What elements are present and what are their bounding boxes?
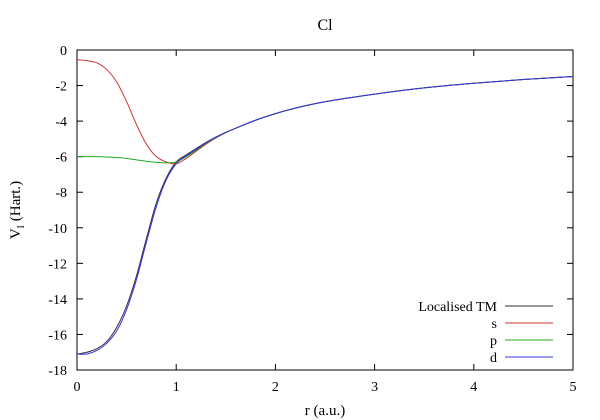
y-tick-label: -16 bbox=[48, 328, 67, 343]
series-line-localised-tm bbox=[76, 75, 574, 355]
series-lines bbox=[76, 59, 574, 355]
y-axis-label-unit: (Hart.) bbox=[8, 181, 24, 221]
x-tick-label: 2 bbox=[272, 380, 279, 395]
y-tick-labels: 0 -2 -4 -6 -8 -10 -12 -14 -16 -18 bbox=[48, 44, 67, 379]
x-tick-label: 0 bbox=[74, 380, 81, 395]
x-tick-label: 4 bbox=[470, 380, 477, 395]
legend: Localised TM spd bbox=[418, 300, 553, 366]
series-line-d bbox=[76, 75, 574, 355]
y-tick-label: -10 bbox=[48, 222, 67, 237]
y-tick-label: 0 bbox=[60, 44, 67, 59]
series-line-s bbox=[76, 59, 574, 165]
series-line-p bbox=[76, 75, 574, 164]
x-tick-labels: 0 1 2 3 4 5 bbox=[74, 380, 577, 395]
y-axis-label-subscript: l bbox=[15, 225, 27, 228]
legend-label: p bbox=[490, 334, 497, 349]
legend-label: d bbox=[490, 351, 497, 366]
y-tick-label: -8 bbox=[55, 186, 67, 201]
chart-title: Cl bbox=[317, 17, 333, 34]
y-axis-label-symbol: V bbox=[8, 228, 24, 239]
x-tick-label: 3 bbox=[371, 380, 378, 395]
x-tick-label: 1 bbox=[173, 380, 180, 395]
y-tick-label: -4 bbox=[55, 115, 67, 130]
legend-label: Localised TM bbox=[418, 300, 497, 315]
y-tick-label: -6 bbox=[55, 151, 67, 166]
y-axis-label: Vl (Hart.) bbox=[8, 181, 27, 239]
x-axis-label: r (a.u.) bbox=[305, 403, 345, 419]
x-tick-label: 5 bbox=[570, 380, 577, 395]
y-tick-label: -14 bbox=[48, 293, 67, 308]
y-tick-label: -12 bbox=[48, 257, 67, 272]
plot-frame bbox=[76, 49, 574, 371]
y-tick-label: -2 bbox=[55, 80, 67, 95]
y-tick-label: -18 bbox=[48, 364, 67, 379]
legend-label: s bbox=[492, 317, 497, 332]
axis-ticks bbox=[76, 49, 574, 371]
